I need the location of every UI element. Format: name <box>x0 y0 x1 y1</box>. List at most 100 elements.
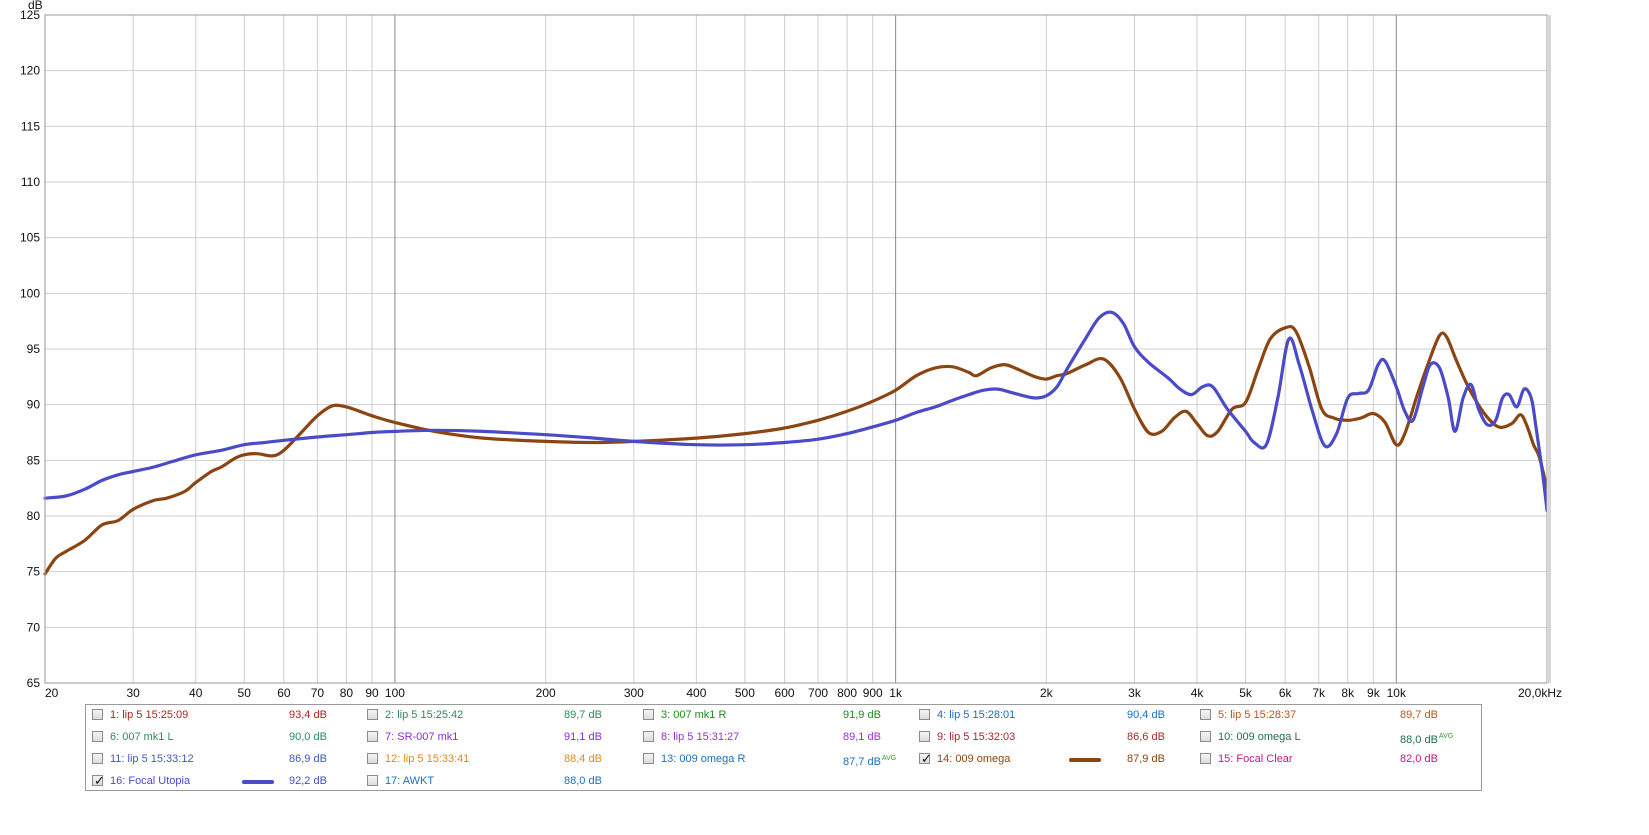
legend-checkbox[interactable] <box>367 753 378 764</box>
y-tick-label: 100 <box>20 286 40 300</box>
legend-label: 12: lip 5 15:33:41 <box>385 753 470 765</box>
legend-item[interactable]: 10: 009 omega L 88,0 dBAVG <box>1200 728 1453 746</box>
legend-label: 7: SR-007 mk1 <box>385 731 459 743</box>
x-tick-label: 800 <box>837 686 857 700</box>
legend-checkbox[interactable] <box>367 775 378 786</box>
y-axis-unit: dB <box>28 0 43 12</box>
y-tick-label: 90 <box>27 398 41 412</box>
legend-checkbox[interactable] <box>919 709 930 720</box>
legend-item[interactable]: 15: Focal Clear 82,0 dB <box>1200 750 1438 768</box>
legend-label: 8: lip 5 15:31:27 <box>661 731 740 743</box>
x-tick-label: 4k <box>1191 686 1205 700</box>
legend-label: 1: lip 5 15:25:09 <box>110 709 189 721</box>
legend-value: 93,4 dB <box>289 706 327 724</box>
x-tick-label: 500 <box>735 686 755 700</box>
y-tick-label: 65 <box>27 676 41 690</box>
series-line-focal-utopia <box>43 310 1549 512</box>
legend-checkbox[interactable] <box>92 731 103 742</box>
legend-value: 88,0 dBAVG <box>1400 728 1453 749</box>
legend-item[interactable]: 11: lip 5 15:33:12 86,9 dB <box>92 750 327 768</box>
legend-label: 6: 007 mk1 L <box>110 731 174 743</box>
x-tick-label: 8k <box>1341 686 1355 700</box>
legend-item[interactable]: 13: 009 omega R 87,7 dBAVG <box>643 750 896 768</box>
frequency-response-chart: 125 120 115 110 105 100 95 90 85 80 75 70 65 20 30 40 5… <box>20 0 1562 700</box>
legend-value-text: 88,0 dB <box>1400 734 1438 746</box>
x-tick-label: 200 <box>536 686 556 700</box>
legend-value-text: 89,1 dB <box>843 731 881 743</box>
y-tick-label: 70 <box>27 620 41 634</box>
legend-label: 2: lip 5 15:25:42 <box>385 709 464 721</box>
y-axis: 125 120 115 110 105 100 95 90 85 80 75 70 65 <box>20 8 40 690</box>
legend-value: 88,4 dB <box>564 750 602 768</box>
legend-checkbox[interactable] <box>1200 753 1211 764</box>
legend-label: 15: Focal Clear <box>1218 753 1293 765</box>
legend-label: 4: lip 5 15:28:01 <box>937 709 1016 721</box>
legend-item[interactable]: 5: lip 5 15:28:37 89,7 dB <box>1200 706 1438 724</box>
x-tick-label: 900 <box>863 686 883 700</box>
series-line-009-omega <box>43 324 1549 576</box>
legend-item[interactable]: 17: AWKT 88,0 dB <box>367 772 602 790</box>
legend-value: 87,7 dBAVG <box>843 750 896 771</box>
legend-checkbox[interactable]: ✓ <box>919 751 932 766</box>
legend-value-text: 89,7 dB <box>1400 709 1438 721</box>
legend-checkbox[interactable] <box>1200 731 1211 742</box>
legend-label: 5: lip 5 15:28:37 <box>1218 709 1297 721</box>
legend-checkbox[interactable] <box>643 709 654 720</box>
legend-value: 87,9 dB <box>1127 750 1165 768</box>
x-tick-label: 10k <box>1387 686 1407 700</box>
legend-checkbox[interactable] <box>92 709 103 720</box>
legend-line-swatch <box>1069 758 1101 762</box>
legend-line-swatch <box>242 780 274 784</box>
legend-checkbox[interactable] <box>1200 709 1211 720</box>
y-tick-label: 80 <box>27 509 41 523</box>
legend-checkbox[interactable]: ✓ <box>92 773 105 788</box>
x-tick-label: 9k <box>1367 686 1381 700</box>
legend-value: 89,1 dB <box>843 728 881 746</box>
legend-value-text: 92,2 dB <box>289 775 327 787</box>
legend-item[interactable]: 2: lip 5 15:25:42 89,7 dB <box>367 706 602 724</box>
y-tick-label: 125 <box>20 8 40 22</box>
x-tick-label: 100 <box>385 686 405 700</box>
x-tick-label: 60 <box>277 686 291 700</box>
legend-value: 86,6 dB <box>1127 728 1165 746</box>
x-tick-label: 300 <box>624 686 644 700</box>
x-tick-label: 30 <box>126 686 140 700</box>
x-axis: 20 30 40 50 60 70 80 90 100 200 300 400 500 600 700 800… <box>45 686 1562 700</box>
legend-item[interactable]: ✓ 16: Focal Utopia 92,2 dB <box>92 772 327 790</box>
legend-label: 3: 007 mk1 R <box>661 709 727 721</box>
y-tick-label: 95 <box>27 342 41 356</box>
legend-item[interactable]: 7: SR-007 mk1 91,1 dB <box>367 728 602 746</box>
legend-value-text: 90,4 dB <box>1127 709 1165 721</box>
legend-checkbox[interactable] <box>367 731 378 742</box>
legend-value: 88,0 dB <box>564 772 602 790</box>
legend-item[interactable]: 1: lip 5 15:25:09 93,4 dB <box>92 706 327 724</box>
legend-checkbox[interactable] <box>367 709 378 720</box>
legend-item[interactable]: 8: lip 5 15:31:27 89,1 dB <box>643 728 881 746</box>
traces <box>43 310 1549 576</box>
legend-item[interactable]: 9: lip 5 15:32:03 86,6 dB <box>919 728 1165 746</box>
legend-checkbox[interactable] <box>919 731 930 742</box>
legend-checkbox[interactable] <box>92 753 103 764</box>
x-tick-label: 80 <box>340 686 354 700</box>
x-tick-label: 70 <box>311 686 325 700</box>
legend-checkbox[interactable] <box>643 753 654 764</box>
x-tick-label: 400 <box>686 686 706 700</box>
legend-checkbox[interactable] <box>643 731 654 742</box>
grid <box>44 14 1548 684</box>
legend-item[interactable]: 3: 007 mk1 R 91,9 dB <box>643 706 881 724</box>
legend-value-text: 86,9 dB <box>289 753 327 765</box>
legend-item[interactable]: 6: 007 mk1 L 90,0 dB <box>92 728 327 746</box>
x-tick-label: 50 <box>238 686 252 700</box>
x-tick-label: 700 <box>808 686 828 700</box>
legend-label: 13: 009 omega R <box>661 753 746 765</box>
legend-value: 82,0 dB <box>1400 750 1438 768</box>
checkmark-icon: ✓ <box>921 751 932 766</box>
y-tick-label: 115 <box>21 119 40 133</box>
plot-frame-shadow <box>1547 15 1551 683</box>
legend-item[interactable]: 4: lip 5 15:28:01 90,4 dB <box>919 706 1165 724</box>
y-tick-label: 75 <box>27 565 41 579</box>
legend-item[interactable]: ✓ 14: 009 omega 87,9 dB <box>919 750 1165 768</box>
legend-item[interactable]: 12: lip 5 15:33:41 88,4 dB <box>367 750 602 768</box>
x-tick-label: 600 <box>775 686 795 700</box>
legend-value-text: 88,0 dB <box>564 775 602 787</box>
